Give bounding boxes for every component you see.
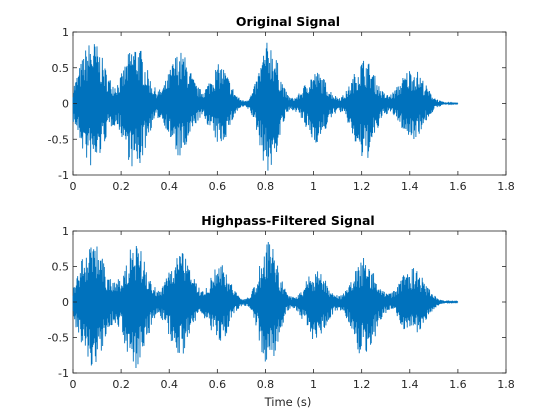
axes-title: Original Signal <box>236 14 340 29</box>
x-tick-label: 0.8 <box>257 378 275 391</box>
y-tick-label: 1 <box>62 225 69 238</box>
plot-area: 0 0.2 0.4 0.6 0.8 1 1.2 1.4 1.6 1.8 -1 -0.5 0 0.5 1 <box>48 26 515 193</box>
x-tick-label: 1.6 <box>449 378 467 391</box>
y-tick-label: 0 <box>62 296 69 309</box>
x-tick-label: 1.8 <box>497 180 515 193</box>
x-tick-label: 0.4 <box>160 180 178 193</box>
y-tick-label: 0.5 <box>52 261 70 274</box>
x-tick-label: 1.4 <box>401 378 419 391</box>
axes-title: Highpass-Filtered Signal <box>201 213 374 228</box>
x-tick-label: 1.2 <box>353 378 371 391</box>
y-tick-label: -1 <box>58 367 69 380</box>
x-tick-label: 0 <box>70 180 77 193</box>
y-tick-label: 1 <box>62 26 69 39</box>
signal-waveform <box>72 241 459 369</box>
y-tick-label: 0 <box>62 98 69 111</box>
x-tick-label: 1 <box>310 180 317 193</box>
x-tick-label: 0.6 <box>209 180 227 193</box>
plot-area: 0 0.2 0.4 0.6 0.8 1 1.2 1.4 1.6 1.8 -1 -0.5 0 0.5 1 <box>48 225 515 391</box>
y-tick-label: -0.5 <box>48 133 69 146</box>
x-tick-label: 1.2 <box>353 180 371 193</box>
y-tick-label: 0.5 <box>52 62 70 75</box>
x-tick-label: 0 <box>70 378 77 391</box>
y-tick-label: -0.5 <box>48 332 69 345</box>
bottom-axes: Highpass-Filtered Signal 0 0.2 0.4 0.6 0.8 1 1… <box>48 213 515 409</box>
x-tick-label: 1.4 <box>401 180 419 193</box>
x-axis-label: Time (s) <box>264 395 312 409</box>
x-tick-label: 0.2 <box>112 378 130 391</box>
x-tick-label: 0.8 <box>257 180 275 193</box>
x-tick-label: 1 <box>310 378 317 391</box>
x-tick-label: 1.6 <box>449 180 467 193</box>
x-tick-label: 1.8 <box>497 378 515 391</box>
x-tick-label: 0.4 <box>160 378 178 391</box>
y-tick-label: -1 <box>58 169 69 182</box>
signal-waveform <box>72 42 459 171</box>
x-tick-label: 0.2 <box>112 180 130 193</box>
x-tick-label: 0.6 <box>209 378 227 391</box>
top-axes: Original Signal 0 0.2 0.4 0.6 0.8 1 1.2 1.4 1.6 1… <box>48 14 515 193</box>
